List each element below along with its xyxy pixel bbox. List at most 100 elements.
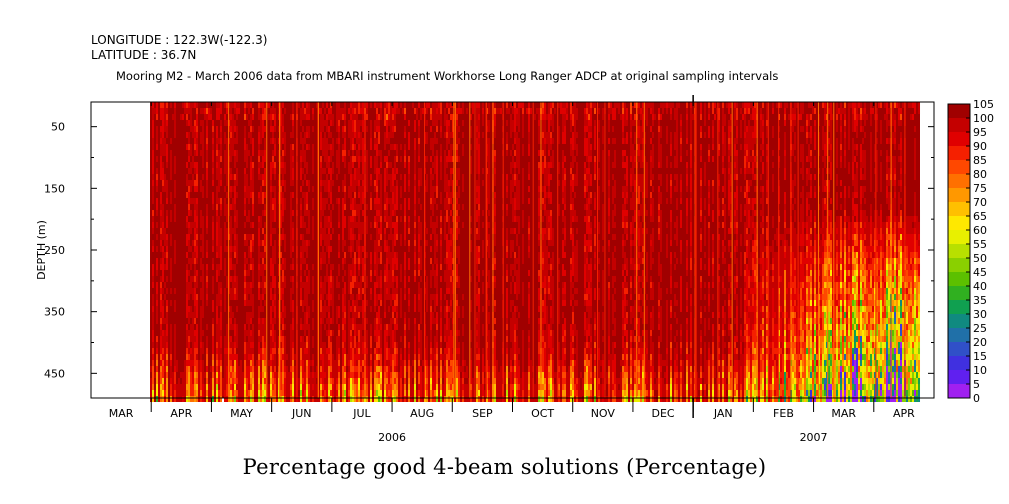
heatmap-cell xyxy=(476,384,479,390)
heatmap-cell xyxy=(434,234,437,240)
heatmap-cell xyxy=(362,258,365,264)
heatmap-cell xyxy=(402,396,405,402)
heatmap-cell xyxy=(274,282,277,288)
heatmap-cell xyxy=(400,354,403,360)
heatmap-cell xyxy=(328,300,331,306)
heatmap-cell xyxy=(186,336,189,342)
heatmap-cell xyxy=(374,228,377,234)
heatmap-cell xyxy=(394,234,397,240)
heatmap-cell xyxy=(236,138,239,144)
heatmap-cell xyxy=(414,318,417,324)
heatmap-cell xyxy=(272,348,275,354)
heatmap-cell xyxy=(252,396,255,402)
heatmap-cell xyxy=(344,186,347,192)
heatmap-cell xyxy=(444,366,447,372)
heatmap-cell xyxy=(366,378,369,384)
heatmap-cell xyxy=(264,360,267,366)
heatmap-cell xyxy=(182,102,185,108)
heatmap-cell xyxy=(242,384,245,390)
heatmap-cell xyxy=(350,378,353,384)
heatmap-cell xyxy=(428,354,431,360)
heatmap-cell xyxy=(418,216,421,222)
heatmap-cell xyxy=(308,378,311,384)
heatmap-cell xyxy=(366,126,369,132)
heatmap-cell xyxy=(274,198,277,204)
heatmap-cell xyxy=(166,150,169,156)
heatmap-cell xyxy=(418,336,421,342)
heatmap-cell xyxy=(164,294,167,300)
heatmap-cell xyxy=(262,390,265,396)
heatmap-cell xyxy=(388,108,391,114)
heatmap-cell xyxy=(360,288,363,294)
heatmap-cell xyxy=(244,144,247,150)
heatmap-cell xyxy=(196,138,199,144)
heatmap-cell xyxy=(270,336,273,342)
heatmap-cell xyxy=(400,168,403,174)
heatmap-cell xyxy=(152,276,155,282)
heatmap-cell xyxy=(252,204,255,210)
heatmap-cell xyxy=(272,276,275,282)
heatmap-cell xyxy=(206,216,209,222)
heatmap-cell xyxy=(326,234,329,240)
heatmap-cell xyxy=(436,162,439,168)
heatmap-cell xyxy=(166,246,169,252)
heatmap-cell xyxy=(356,378,359,384)
heatmap-cell xyxy=(396,378,399,384)
heatmap-cell xyxy=(194,228,197,234)
heatmap-cell xyxy=(354,282,357,288)
heatmap-cell xyxy=(258,114,261,120)
heatmap-cell xyxy=(394,162,397,168)
heatmap-cell xyxy=(396,372,399,378)
heatmap-cell xyxy=(304,216,307,222)
heatmap-cell xyxy=(424,396,427,402)
heatmap-cell xyxy=(404,324,407,330)
heatmap-cell xyxy=(166,306,169,312)
heatmap-cell xyxy=(394,168,397,174)
heatmap-cell xyxy=(170,336,173,342)
heatmap-cell xyxy=(152,384,155,390)
heatmap-cell xyxy=(312,126,315,132)
heatmap-cell xyxy=(304,150,307,156)
heatmap-cell xyxy=(224,120,227,126)
heatmap-cell xyxy=(332,114,335,120)
heatmap-cell xyxy=(196,330,199,336)
heatmap-cell xyxy=(414,156,417,162)
heatmap-cell xyxy=(444,228,447,234)
heatmap-cell xyxy=(434,282,437,288)
heatmap-cell xyxy=(206,192,209,198)
heatmap-cell xyxy=(270,264,273,270)
heatmap-cell xyxy=(244,354,247,360)
heatmap-cell xyxy=(226,234,229,240)
heatmap-cell xyxy=(332,330,335,336)
heatmap-cell xyxy=(174,156,177,162)
heatmap-cell xyxy=(378,240,381,246)
heatmap-cell xyxy=(352,264,355,270)
heatmap-cell xyxy=(476,354,479,360)
heatmap-cell xyxy=(388,102,391,108)
heatmap-cell xyxy=(274,252,277,258)
heatmap-cell xyxy=(444,150,447,156)
heatmap-cell xyxy=(410,396,413,402)
heatmap-cell xyxy=(236,282,239,288)
heatmap-cell xyxy=(162,366,165,372)
heatmap-cell xyxy=(470,396,473,402)
heatmap-cell xyxy=(370,156,373,162)
heatmap-cell xyxy=(446,138,449,144)
heatmap-cell xyxy=(408,372,411,378)
heatmap-cell xyxy=(160,240,163,246)
heatmap-cell xyxy=(170,324,173,330)
heatmap-cell xyxy=(300,288,303,294)
heatmap-cell xyxy=(390,234,393,240)
heatmap-cell xyxy=(244,366,247,372)
heatmap-cell xyxy=(358,192,361,198)
heatmap-cell xyxy=(430,390,433,396)
heatmap-cell xyxy=(250,126,253,132)
heatmap-cell xyxy=(336,270,339,276)
heatmap-cell xyxy=(390,162,393,168)
heatmap-cell xyxy=(232,366,235,372)
heatmap-cell xyxy=(384,276,387,282)
heatmap-cell xyxy=(320,228,323,234)
heatmap-cell xyxy=(360,378,363,384)
heatmap-cell xyxy=(252,378,255,384)
heatmap-cell xyxy=(378,204,381,210)
